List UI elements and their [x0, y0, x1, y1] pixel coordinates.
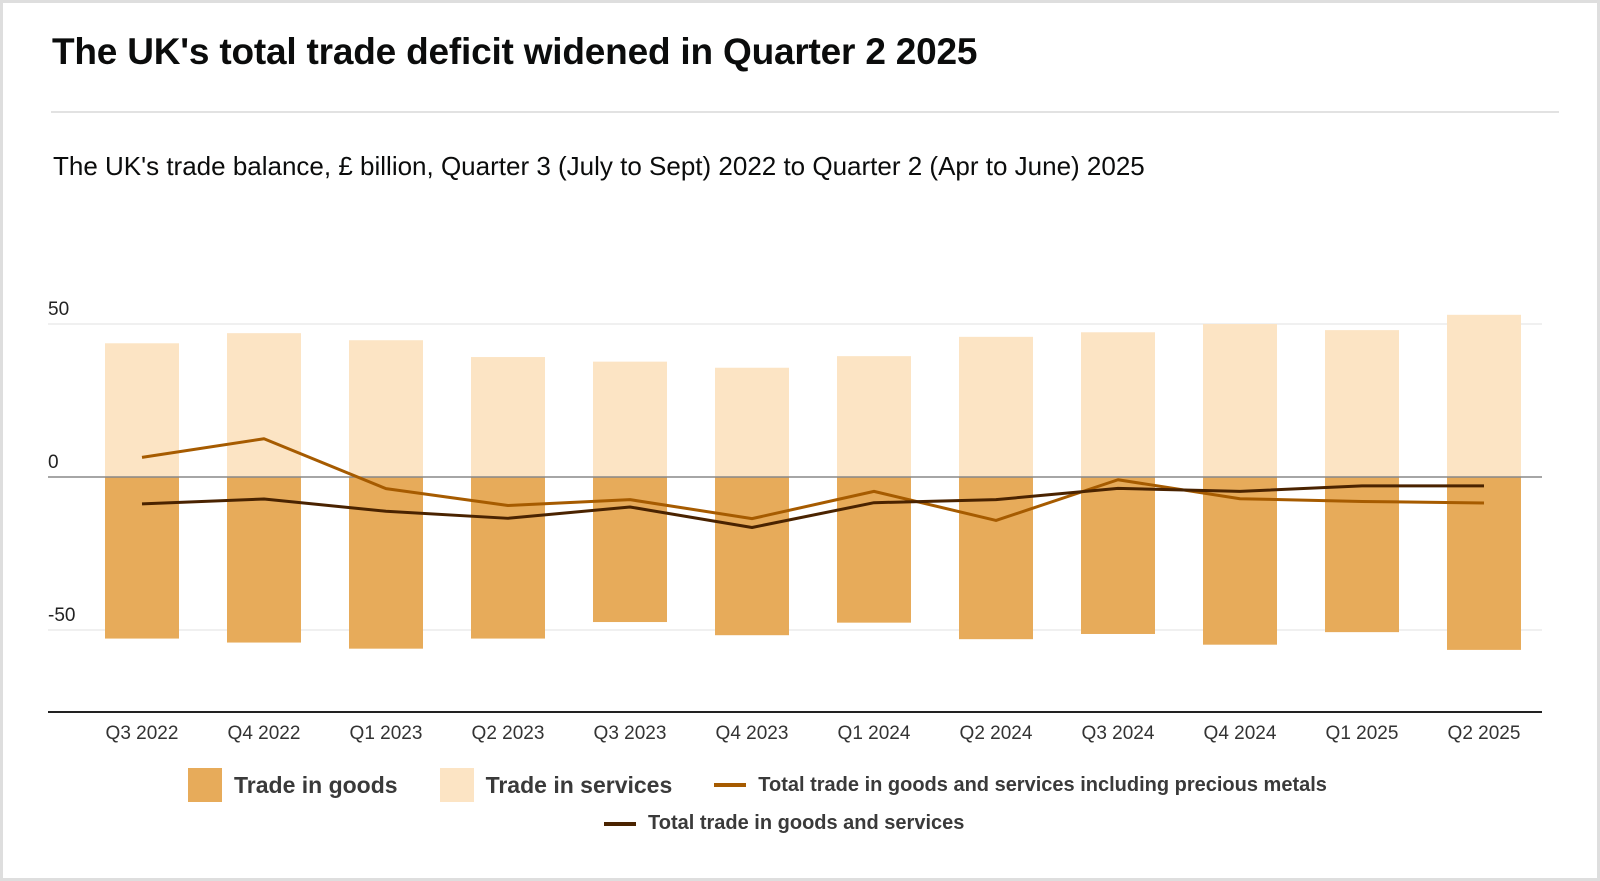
goods-bar [959, 477, 1033, 640]
legend-item-precious-metals[interactable]: Total trade in goods and services includ… [714, 774, 1327, 797]
goods-bar [349, 477, 423, 649]
services-bar [837, 356, 911, 477]
x-tick-label: Q4 2024 [1204, 723, 1277, 744]
x-tick-label: Q2 2025 [1448, 723, 1521, 744]
goods-bar [105, 477, 179, 639]
y-tick-label: 50 [48, 299, 69, 320]
axis-layer: 50 0 -50 Q3 2022 Q4 2022 Q1 2023 Q2 2023 Q3 202… [48, 299, 1542, 744]
services-bar [593, 361, 667, 477]
services-swatch-icon [439, 768, 474, 802]
goods-bar [227, 477, 301, 643]
x-tick-label: Q3 2023 [594, 723, 667, 744]
total-trade-line-icon [604, 821, 636, 826]
legend-item-services[interactable]: Trade in services [439, 768, 673, 802]
services-bar [349, 340, 423, 477]
services-bar [1325, 330, 1399, 477]
bar-layer [105, 314, 1521, 650]
chart-subtitle: The UK's trade balance, £ billion, Quart… [53, 151, 1145, 181]
x-tick-label: Q2 2024 [960, 723, 1033, 744]
goods-bar [1203, 477, 1277, 645]
total-trade-line [141, 484, 1484, 529]
x-tick-label: Q1 2024 [838, 723, 911, 744]
chart-title: The UK's total trade deficit widened in … [52, 31, 978, 72]
x-tick-label: Q4 2022 [228, 723, 301, 744]
goods-swatch-icon [188, 768, 222, 802]
goods-bar [1081, 477, 1155, 634]
precious-metals-line-icon [714, 783, 747, 787]
legend-row-1: Trade in goods Trade in services Total t… [188, 768, 1369, 802]
legend-item-total[interactable]: Total trade in goods and services [604, 812, 964, 835]
services-bar [471, 357, 545, 477]
x-tick-label: Q1 2023 [350, 723, 423, 744]
legend-item-goods[interactable]: Trade in goods [188, 768, 398, 802]
services-bar [959, 336, 1033, 477]
services-bar [227, 333, 301, 477]
x-tick-label: Q4 2023 [716, 723, 789, 744]
title-divider [51, 111, 1559, 113]
legend-label-services: Trade in services [485, 771, 673, 798]
legend-row-2: Total trade in goods and services [604, 812, 1006, 835]
y-tick-label: -50 [48, 605, 75, 626]
legend-label-precious-metals: Total trade in goods and services includ… [758, 773, 1327, 796]
x-tick-label: Q3 2022 [106, 723, 179, 744]
legend-label-total: Total trade in goods and services [648, 812, 965, 834]
goods-bar [715, 477, 789, 636]
x-tick-label: Q3 2024 [1082, 723, 1155, 744]
services-bar [1447, 314, 1521, 477]
goods-bar [1447, 477, 1521, 650]
services-bar [1203, 324, 1277, 477]
services-bar [1081, 332, 1155, 477]
y-tick-label: 0 [48, 452, 59, 473]
precious-metals-line [141, 437, 1485, 522]
legend-label-goods: Trade in goods [234, 771, 398, 798]
services-bar [715, 367, 789, 477]
line-layer [141, 437, 1485, 529]
x-tick-label: Q2 2023 [472, 723, 545, 744]
x-tick-label: Q1 2025 [1326, 723, 1399, 744]
